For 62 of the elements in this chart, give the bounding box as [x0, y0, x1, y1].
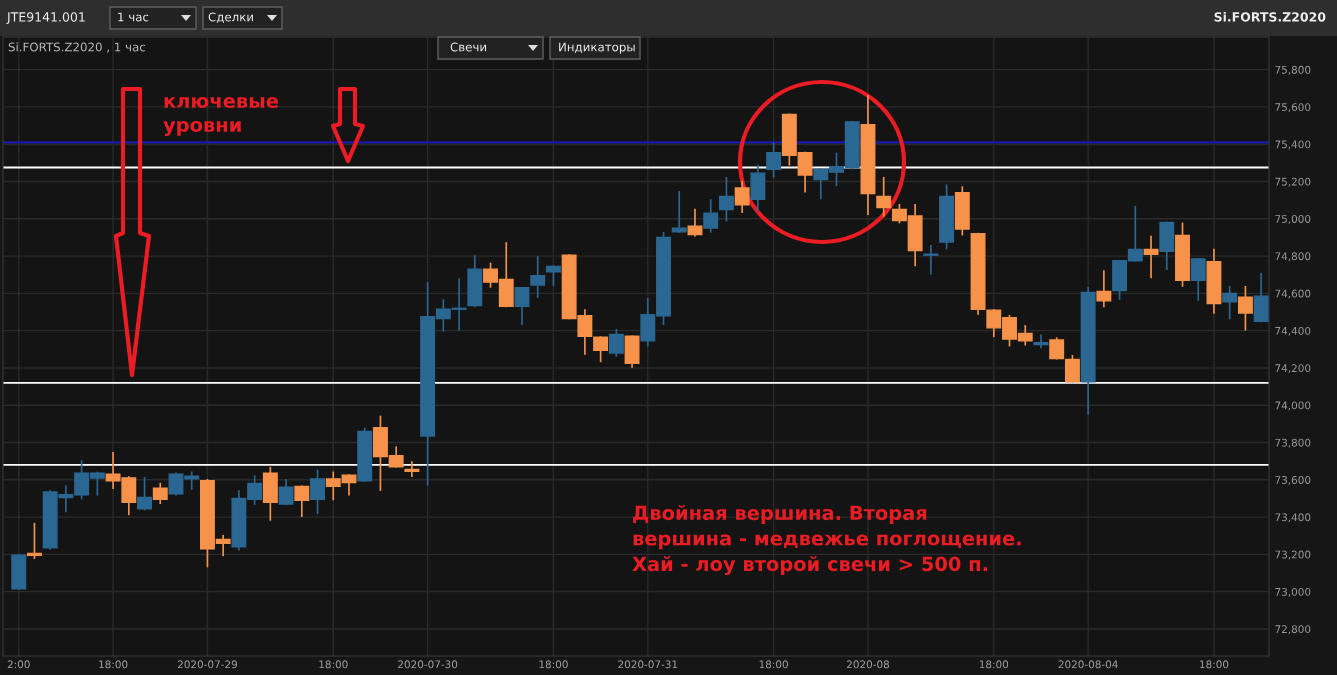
candlestick [530, 256, 546, 298]
x-tick-label: 18:00 [539, 660, 568, 669]
y-tick-label: 72,800 [1275, 625, 1311, 635]
candlestick [766, 142, 782, 178]
x-tick-label: 18:00 [99, 660, 128, 669]
y-tick-label: 75,600 [1275, 103, 1311, 113]
y-tick-label: 73,400 [1275, 513, 1311, 523]
x-tick-label: 2020-08-04 [1058, 660, 1118, 669]
x-tick-label: 2020-07-29 [177, 660, 237, 669]
y-tick-label: 74,000 [1275, 401, 1311, 411]
candlestick [876, 176, 892, 217]
candlestick [734, 180, 750, 214]
y-tick-label: 74,400 [1275, 326, 1311, 336]
y-tick-label: 73,200 [1275, 550, 1311, 560]
candlestick [545, 265, 561, 286]
candlestick [1222, 286, 1238, 320]
candlestick [1049, 337, 1065, 360]
candlestick [404, 461, 420, 477]
annotation: Двойная вершина. Вторая вершина - медвежье поглощение. Хай - лоу второй свечи > 500 п. [632, 505, 1021, 576]
candlestick [1064, 354, 1080, 383]
candlestick [608, 328, 624, 357]
candlestick [152, 482, 168, 504]
y-tick-label: 74,800 [1275, 252, 1311, 262]
candlestick [718, 176, 734, 222]
text: Сделки [208, 12, 253, 23]
candlestick [1143, 235, 1159, 279]
candlestick [1237, 286, 1253, 331]
x-tick-label: 2020-08 [846, 660, 890, 669]
annotation: Индикаторы [559, 42, 635, 54]
x-tick-label: 18:00 [319, 660, 348, 669]
candlestick [514, 286, 530, 325]
chart-title: Si.FORTS.Z2020 , 1 час [8, 42, 146, 53]
y-tick-label: 73,800 [1275, 438, 1311, 448]
text: Si.FORTS.Z2020 [1214, 11, 1326, 22]
candlestick [703, 199, 719, 233]
y-tick-label: 73,600 [1275, 476, 1311, 485]
x-tick-label: 2020-07-30 [398, 660, 458, 669]
y-tick-label: 74,200 [1275, 364, 1311, 374]
candlestick [278, 478, 294, 505]
y-tick-label: 75,000 [1275, 215, 1311, 224]
y-tick-label: 75,200 [1275, 177, 1311, 187]
text: 1 час [118, 12, 149, 22]
candlestick [923, 244, 939, 275]
y-tick-label: 75,400 [1275, 140, 1311, 150]
x-tick-label: 18:00 [1200, 660, 1229, 669]
text: JTE9141.001 [6, 12, 85, 24]
candlestick [1096, 270, 1112, 308]
candlestick [137, 477, 152, 511]
y-tick-label: 73,000 [1275, 587, 1311, 597]
candlestick [671, 190, 687, 233]
candlestick [294, 485, 310, 518]
x-tick-label: 2020-07-31 [618, 660, 678, 669]
candlestick [1190, 258, 1206, 301]
x-tick-label: 18:00 [979, 660, 1009, 669]
annotation: ключевые уровни [163, 96, 279, 136]
y-tick-label: 74,600 [1275, 289, 1311, 299]
annotation: Свечи [450, 42, 487, 52]
candlestick [310, 469, 325, 515]
y-tick-label: 75,800 [1275, 65, 1311, 75]
candlestick [26, 522, 42, 559]
x-tick-label: 2:00 [7, 660, 30, 669]
x-tick-label: 18:00 [759, 660, 788, 669]
